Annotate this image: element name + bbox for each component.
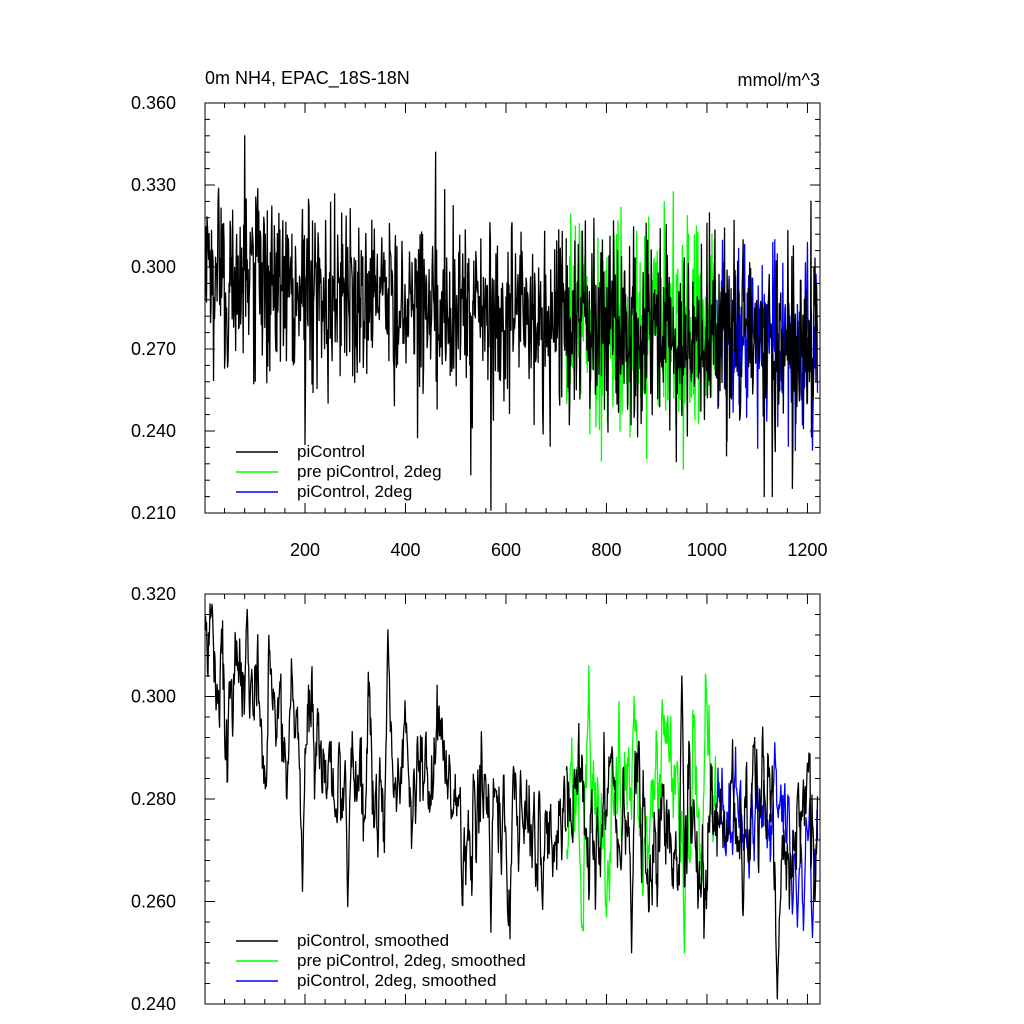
y-tick-label: 0.240 [131,421,176,441]
y-tick-label: 0.300 [131,257,176,277]
legend-label: pre piControl, 2deg, smoothed [297,951,526,970]
top-panel: 0m NH4, EPAC_18S-18N mmol/m^3 200 400 600 8… [131,68,828,560]
y-tick-label: 0.330 [131,175,176,195]
x-tick-label: 200 [290,540,320,560]
legend-label: piControl, smoothed [297,931,449,950]
y-tick-label: 0.360 [131,93,176,113]
series-line-picontrol-smoothed [565,675,819,1000]
legend-label: pre piControl, 2deg [297,462,442,481]
x-tick-label: 800 [591,540,621,560]
legend-label: piControl [297,442,365,461]
legend-label: piControl, 2deg [297,482,412,501]
y-tick-label: 0.260 [131,892,176,912]
x-tick-label: 600 [491,540,521,560]
series-line-picontrol [565,200,819,498]
series-line-pre-picontrol-2deg-smoothed [565,665,718,954]
y-tick-label: 0.300 [131,687,176,707]
y-tick-label: 0.280 [131,789,176,809]
top-series-group [204,135,819,511]
y-tick-label: 0.210 [131,503,176,523]
bottom-panel: 0.240 0.260 0.280 0.300 0.320 piControl, smo… [131,584,821,1014]
bottom-series-group [204,603,819,1000]
top-plot-frame [204,102,821,514]
series-line-picontrol [204,135,567,511]
y-tick-label: 0.320 [131,584,176,604]
x-tick-label: 400 [390,540,420,560]
top-axes-ticks: 200 400 600 800 1000 1200 0.210 0.240 0.270 0.300… [131,93,828,560]
x-tick-label: 1200 [787,540,827,560]
y-tick-label: 0.270 [131,339,176,359]
legend-label: piControl, 2deg, smoothed [297,971,496,990]
bottom-axes-ticks: 0.240 0.260 0.280 0.300 0.320 [131,584,820,1014]
series-line-picontrol-smoothed [204,603,567,940]
top-panel-title: 0m NH4, EPAC_18S-18N [205,68,410,89]
y-tick-label: 0.240 [131,994,176,1014]
x-tick-label: 1000 [687,540,727,560]
bottom-plot-frame [204,593,821,1005]
top-panel-units: mmol/m^3 [738,70,820,90]
